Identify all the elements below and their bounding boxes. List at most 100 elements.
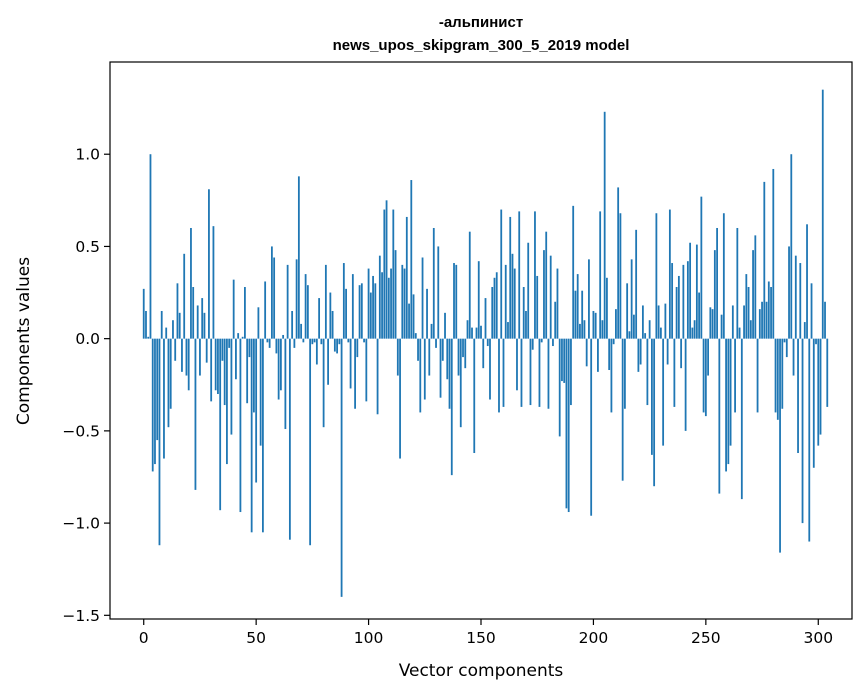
bar-83 — [329, 292, 332, 339]
bar-204 — [601, 320, 604, 339]
bar-28 — [205, 338, 208, 363]
bar-142 — [462, 338, 464, 358]
bar-304 — [826, 338, 829, 407]
bar-279 — [770, 287, 772, 339]
bar-34 — [219, 338, 222, 511]
x-tick-label: 250 — [691, 629, 721, 647]
bar-175 — [536, 275, 539, 339]
bar-212 — [619, 213, 622, 339]
bar-58 — [273, 257, 276, 339]
bar-252 — [709, 307, 712, 339]
bar-140 — [457, 338, 460, 376]
bar-207 — [608, 338, 611, 371]
bar-278 — [767, 281, 770, 339]
bar-31 — [212, 226, 215, 339]
bar-165 — [513, 268, 516, 339]
bar-73 — [306, 285, 309, 339]
bar-201 — [594, 312, 597, 339]
bar-246 — [695, 244, 698, 339]
bar-161 — [504, 264, 507, 339]
bar-170 — [525, 310, 527, 339]
bar-216 — [628, 331, 631, 339]
bar-101 — [369, 292, 372, 339]
bar-17 — [181, 338, 183, 372]
bar-59 — [275, 338, 278, 354]
bar-264 — [736, 227, 739, 339]
bar-273 — [756, 338, 759, 413]
bar-9 — [163, 338, 165, 459]
bar-250 — [704, 338, 707, 417]
bar-274 — [758, 309, 761, 339]
bar-62 — [282, 334, 285, 339]
bar-237 — [675, 287, 678, 339]
bar-230 — [659, 327, 662, 339]
bar-124 — [421, 257, 424, 339]
bar-211 — [617, 187, 620, 339]
bar-182 — [552, 338, 554, 347]
bar-145 — [468, 231, 471, 339]
bar-56 — [268, 338, 271, 348]
bar-69 — [297, 176, 300, 339]
bar-221 — [639, 338, 642, 365]
bar-303 — [824, 301, 826, 339]
bar-12 — [169, 338, 172, 409]
bar-121 — [414, 333, 417, 339]
bar-251 — [707, 338, 709, 376]
bar-275 — [761, 301, 763, 339]
bar-22 — [192, 287, 195, 339]
bar-92 — [349, 338, 352, 389]
bar-293 — [801, 338, 804, 524]
bar-292 — [799, 263, 802, 339]
bar-146 — [471, 327, 473, 339]
bar-147 — [473, 338, 476, 454]
bar-160 — [502, 338, 505, 407]
bar-280 — [772, 168, 775, 339]
bar-6 — [156, 338, 159, 441]
bar-129 — [432, 227, 435, 339]
bar-214 — [624, 338, 626, 409]
bar-206 — [606, 277, 608, 339]
bar-282 — [776, 338, 779, 420]
bar-23 — [194, 338, 197, 490]
bar-168 — [520, 338, 523, 407]
bar-218 — [633, 314, 635, 339]
bar-224 — [646, 338, 649, 406]
bar-120 — [412, 294, 415, 339]
bar-37 — [226, 338, 228, 465]
bar-236 — [673, 338, 676, 407]
bar-88 — [340, 338, 343, 597]
bar-81 — [324, 264, 327, 339]
bar-127 — [428, 338, 431, 376]
bar-174 — [534, 211, 536, 339]
bar-84 — [331, 310, 334, 339]
x-tick-label: 150 — [466, 629, 496, 647]
bar-18 — [183, 253, 186, 339]
bar-217 — [630, 259, 633, 339]
bar-276 — [763, 181, 766, 339]
bar-199 — [590, 338, 593, 516]
y-axis-label: Components values — [14, 257, 34, 425]
bar-233 — [666, 338, 669, 365]
bar-194 — [579, 323, 581, 339]
bar-298 — [812, 338, 815, 468]
bar-235 — [671, 263, 674, 339]
bar-166 — [516, 338, 518, 391]
y-tick-label: −1.5 — [62, 607, 100, 625]
bar-2 — [147, 336, 150, 339]
bar-7 — [158, 338, 161, 546]
bar-114 — [399, 338, 401, 459]
bar-189 — [567, 338, 570, 513]
bar-281 — [774, 338, 777, 413]
bar-16 — [178, 312, 181, 339]
bar-181 — [549, 255, 552, 339]
bar-158 — [498, 338, 500, 413]
bar-191 — [572, 205, 575, 339]
bar-54 — [264, 281, 267, 339]
bar-44 — [241, 336, 244, 339]
bar-86 — [336, 338, 338, 354]
bar-186 — [561, 338, 563, 382]
x-tick-label: 300 — [803, 629, 833, 647]
bar-185 — [558, 338, 561, 437]
bar-200 — [592, 310, 595, 339]
bar-132 — [439, 338, 442, 398]
